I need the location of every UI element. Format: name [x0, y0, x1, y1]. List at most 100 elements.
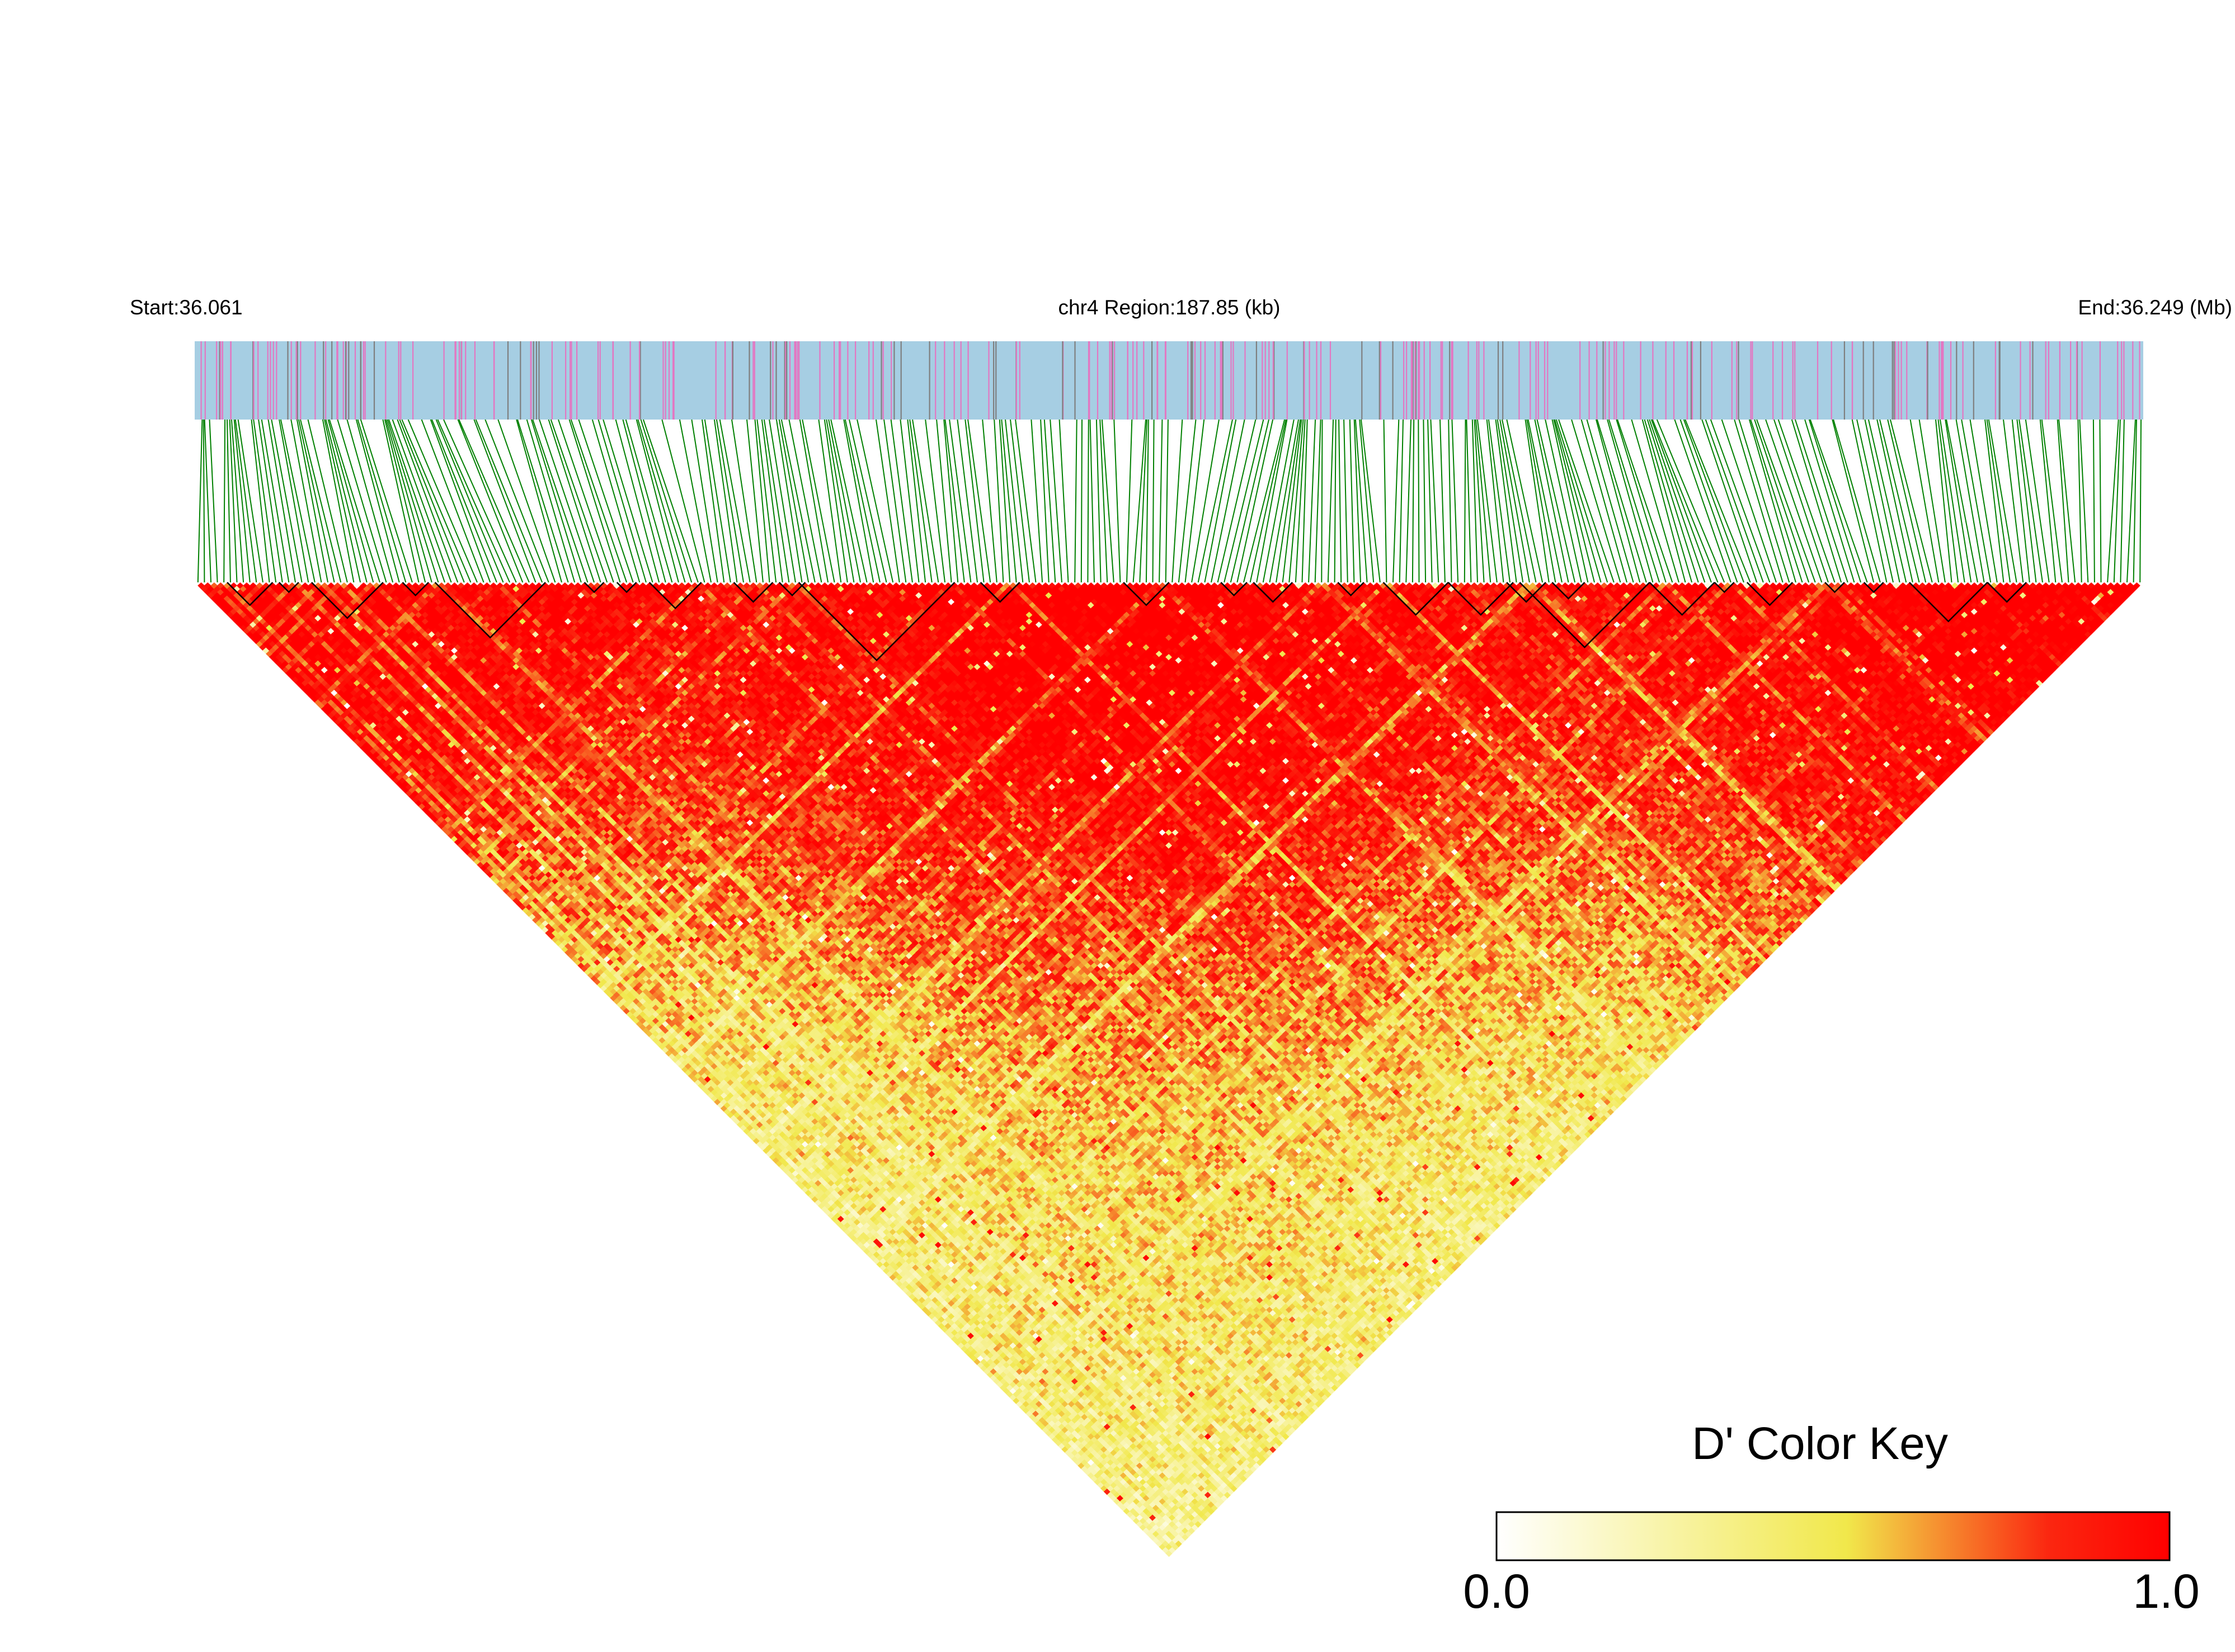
snp-connector [1766, 420, 1822, 582]
snp-connector [1159, 420, 1162, 582]
snp-connector [198, 420, 203, 582]
snp-connector [1044, 420, 1056, 582]
snp-connector [1257, 420, 1287, 582]
snp-connector [1270, 420, 1299, 582]
snp-connector [1153, 420, 1154, 582]
snp-connector [1478, 420, 1497, 582]
snp-connector [1204, 420, 1236, 582]
snp-connector [1472, 420, 1478, 582]
snp-connector [1452, 420, 1458, 582]
snp-connector [2026, 420, 2049, 582]
snp-connector [762, 420, 783, 582]
snp-connector [1956, 420, 1984, 582]
snp-connector [1880, 420, 1919, 582]
position-track [195, 341, 2143, 420]
snp-connector [227, 420, 230, 582]
snp-connector [968, 420, 990, 582]
snp-connector [1413, 420, 1414, 582]
snp-connector [1476, 420, 1490, 582]
snp-connector [1146, 420, 1149, 582]
snp-connector [570, 420, 620, 582]
snp-connector [1400, 420, 1403, 582]
snp-connector [2120, 420, 2124, 582]
snp-connector [1465, 420, 1466, 582]
snp-connector [1127, 420, 1132, 582]
snp-connector [1060, 420, 1069, 582]
snp-connector [458, 420, 523, 582]
snp-connector [210, 420, 218, 582]
snp-connector [1081, 420, 1082, 582]
snp-connector [747, 420, 763, 582]
snp-connector [1224, 420, 1263, 582]
snp-connector [826, 420, 854, 582]
snp-connector [944, 420, 958, 582]
snp-connector [1321, 420, 1322, 582]
snp-connector [623, 420, 665, 582]
snp-connector [1552, 420, 1588, 582]
snp-connector [1361, 420, 1380, 582]
snp-connector [1315, 420, 1321, 582]
snp-connector [1440, 420, 1445, 582]
snp-connector [1911, 420, 1939, 582]
snp-connector [945, 420, 964, 582]
snp-connector [1448, 420, 1451, 582]
snp-connector [326, 420, 367, 582]
snp-connector [2019, 420, 2043, 582]
snp-connector [937, 420, 952, 582]
snp-connector [1985, 420, 2003, 582]
snp-connector [643, 420, 698, 582]
snp-connector [982, 420, 997, 582]
snp-connector [637, 420, 679, 582]
snp-connector [1890, 420, 1932, 582]
snp-connector [1423, 420, 1425, 582]
snp-connector [262, 420, 289, 582]
snp-connector [358, 420, 406, 582]
snp-connector [1556, 420, 1607, 582]
snp-connector [1559, 420, 1614, 582]
snp-connector [252, 420, 270, 582]
snp-connector [476, 420, 543, 582]
snp-connector [1571, 420, 1620, 582]
snp-connector [1649, 420, 1705, 582]
snp-connector [1075, 420, 1077, 582]
snp-connector [1344, 420, 1348, 582]
snp-connector [1749, 420, 1796, 582]
snp-connector [1166, 420, 1168, 582]
snp-connector [1537, 420, 1575, 582]
ld-heatmap-plot [0, 0, 2235, 1652]
snp-connector [1185, 420, 1204, 582]
snp-connector [844, 420, 873, 582]
snp-connector [1393, 420, 1399, 582]
snp-connector [1283, 420, 1302, 582]
snp-connector [1466, 420, 1471, 582]
snp-connector [204, 420, 205, 582]
snp-connector [1946, 420, 1978, 582]
snp-connector [1805, 420, 1854, 582]
snp-connector [1961, 420, 1991, 582]
snp-connector [849, 420, 887, 582]
snp-connector [1309, 420, 1315, 582]
snp-connector [1350, 420, 1354, 582]
snp-connector [1041, 420, 1049, 582]
snp-connector [1795, 420, 1848, 582]
snp-connector [1050, 420, 1062, 582]
snp-connector [1418, 420, 1419, 582]
snp-connector [1328, 420, 1333, 582]
snp-connector [1616, 420, 1665, 582]
snp-connector [1681, 420, 1738, 582]
snp-connector [258, 420, 283, 582]
snp-connector [1114, 420, 1120, 582]
snp-connector [1607, 420, 1653, 582]
snp-connector [527, 420, 575, 582]
snp-connector [1335, 420, 1336, 582]
snp-connector [1302, 420, 1307, 582]
snp-connector [2100, 420, 2101, 582]
snp-connector [1384, 420, 1387, 582]
snp-connector [994, 420, 1003, 582]
snp-connector [662, 420, 704, 582]
snp-connector [1339, 420, 1341, 582]
snp-connector [2040, 420, 2056, 582]
snp-connector [1475, 420, 1484, 582]
ld-cell-group [197, 582, 2140, 1557]
snp-connector-group [198, 420, 2141, 582]
